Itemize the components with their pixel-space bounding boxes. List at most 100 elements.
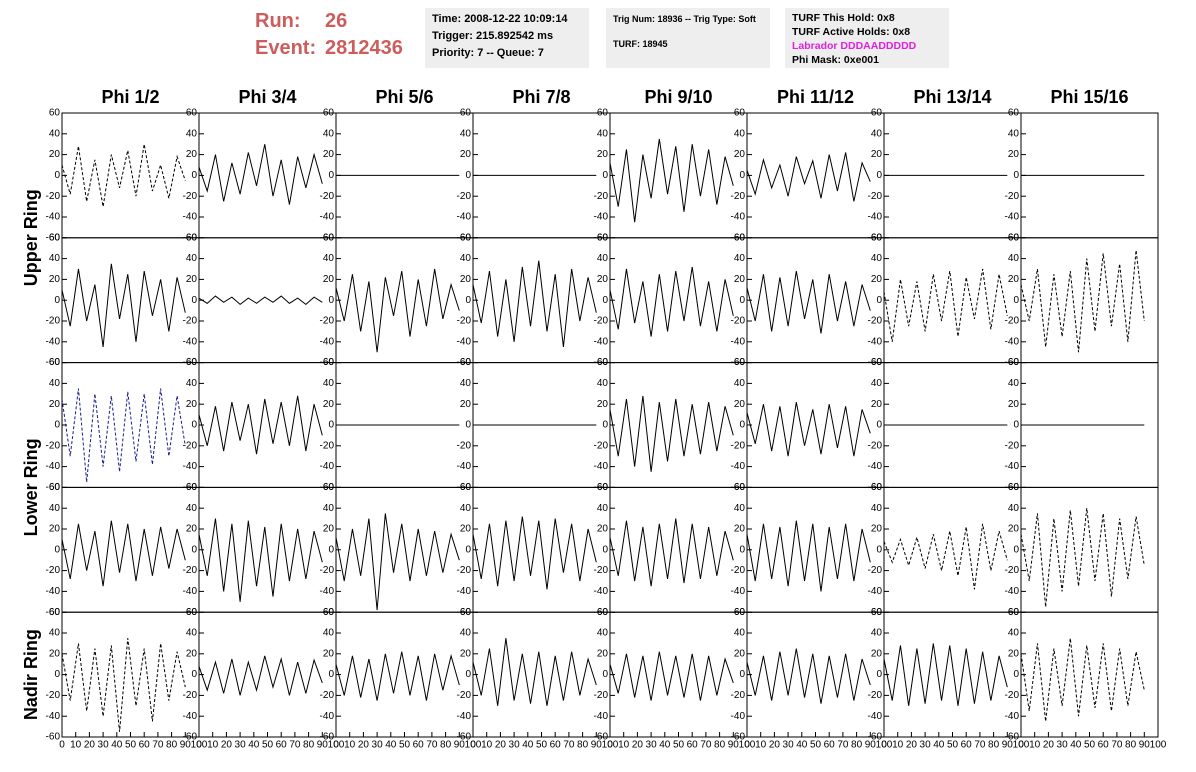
waveform	[1020, 508, 1145, 608]
x-tick-label: 100	[1013, 740, 1030, 751]
x-tick-label: 60	[824, 740, 836, 751]
x-tick-label: 20	[906, 740, 918, 751]
y-tick-label: -40	[594, 586, 609, 597]
x-tick-label: 20	[1043, 740, 1055, 751]
y-tick-label: 40	[323, 378, 335, 389]
y-tick-label: -20	[1005, 191, 1020, 202]
x-tick-label: 0	[333, 740, 339, 751]
y-tick-label: -40	[1005, 336, 1020, 347]
y-tick-label: 20	[597, 149, 609, 160]
y-tick-label: -40	[731, 461, 746, 472]
waveform	[335, 268, 460, 353]
y-tick-label: 40	[871, 378, 883, 389]
column-header: Phi 7/8	[512, 87, 570, 107]
x-tick-label: 60	[961, 740, 973, 751]
panel-frame	[61, 112, 200, 239]
y-tick-label: -20	[1005, 440, 1020, 451]
y-tick-label: 60	[323, 607, 335, 618]
y-tick-label: 40	[1008, 378, 1020, 389]
y-tick-label: 40	[49, 503, 61, 514]
y-tick-label: 40	[734, 253, 746, 264]
y-tick-label: -40	[868, 711, 883, 722]
x-tick-label: 20	[632, 740, 644, 751]
y-tick-label: 40	[460, 378, 472, 389]
y-tick-label: 0	[1013, 170, 1019, 181]
x-tick-label: 0	[59, 740, 65, 751]
x-tick-label: 90	[865, 740, 877, 751]
x-tick-label: 40	[111, 740, 123, 751]
y-tick-label: 60	[871, 482, 883, 493]
y-tick-label: 20	[1008, 149, 1020, 160]
y-tick-label: -20	[46, 440, 61, 451]
y-tick-label: -40	[320, 212, 335, 223]
y-tick-label: -40	[731, 212, 746, 223]
waveform	[609, 138, 734, 223]
column-header: Phi 9/10	[644, 87, 712, 107]
y-tick-label: -40	[46, 586, 61, 597]
y-tick-label: -20	[868, 316, 883, 327]
y-tick-label: -20	[457, 191, 472, 202]
y-tick-label: 40	[597, 378, 609, 389]
x-tick-label: 80	[714, 740, 726, 751]
x-tick-label: 50	[399, 740, 411, 751]
waveform	[61, 144, 186, 207]
panel-frame	[883, 237, 1022, 364]
y-tick-label: -60	[594, 732, 609, 743]
x-tick-label: 70	[974, 740, 986, 751]
y-tick-label: -40	[320, 586, 335, 597]
y-tick-label: -20	[868, 440, 883, 451]
y-tick-label: 20	[871, 648, 883, 659]
y-tick-label: 20	[597, 524, 609, 535]
info-line: TURF Active Holds: 0x8	[792, 26, 911, 38]
y-tick-label: -40	[183, 212, 198, 223]
y-tick-label: 0	[602, 420, 608, 431]
y-tick-label: 0	[1013, 544, 1019, 555]
column-header: Phi 5/6	[375, 87, 433, 107]
panel-frame	[198, 362, 337, 488]
y-tick-label: 0	[191, 669, 197, 680]
x-tick-label: 0	[1018, 740, 1024, 751]
y-tick-label: -40	[457, 711, 472, 722]
y-tick-label: 40	[1008, 253, 1020, 264]
y-tick-label: 40	[323, 628, 335, 639]
x-tick-label: 90	[1139, 740, 1151, 751]
waveform	[746, 270, 871, 334]
trig-box: Trig Num: 18936 -- Trig Type: Soft TURF:…	[606, 8, 770, 68]
column-header: Phi 1/2	[101, 87, 159, 107]
y-tick-label: 20	[49, 274, 61, 285]
x-tick-label: 80	[988, 740, 1000, 751]
y-tick-label: 0	[876, 420, 882, 431]
y-tick-label: -20	[594, 316, 609, 327]
waveform	[61, 520, 186, 587]
x-tick-label: 50	[536, 740, 548, 751]
y-tick-label: -40	[731, 336, 746, 347]
y-tick-label: -60	[46, 232, 61, 243]
waveform	[61, 388, 186, 483]
y-tick-label: 60	[460, 357, 472, 368]
y-tick-label: 60	[871, 232, 883, 243]
y-tick-label: 20	[460, 399, 472, 410]
y-tick-label: -60	[46, 607, 61, 618]
y-tick-label: -60	[320, 732, 335, 743]
y-tick-label: -40	[320, 711, 335, 722]
y-tick-label: 20	[49, 648, 61, 659]
y-tick-label: 0	[465, 420, 471, 431]
panel-frame	[1020, 486, 1159, 613]
x-tick-label: 90	[454, 740, 466, 751]
y-tick-label: 60	[734, 607, 746, 618]
y-tick-label: 20	[871, 399, 883, 410]
y-tick-label: 0	[328, 170, 334, 181]
y-tick-label: 40	[186, 253, 198, 264]
y-tick-label: 20	[49, 149, 61, 160]
waveform	[472, 638, 597, 706]
y-tick-label: 0	[191, 170, 197, 181]
y-tick-label: 0	[1013, 295, 1019, 306]
y-tick-label: 20	[597, 648, 609, 659]
x-tick-label: 10	[344, 740, 356, 751]
y-tick-label: 20	[597, 274, 609, 285]
y-tick-label: -20	[457, 316, 472, 327]
y-tick-label: 60	[460, 232, 472, 243]
y-tick-label: -40	[868, 336, 883, 347]
y-tick-label: 60	[186, 232, 198, 243]
waveform	[609, 518, 734, 587]
